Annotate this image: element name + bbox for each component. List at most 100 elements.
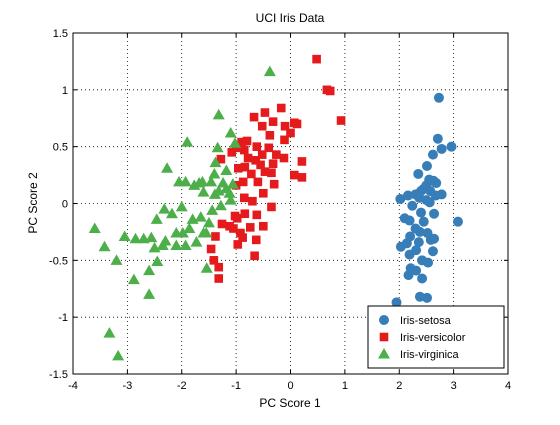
data-point bbox=[257, 150, 267, 159]
data-point bbox=[220, 164, 233, 176]
data-point bbox=[205, 175, 218, 187]
data-point bbox=[413, 237, 424, 248]
data-point bbox=[424, 197, 435, 208]
data-point bbox=[427, 246, 438, 257]
data-point bbox=[229, 137, 242, 148]
y-axis-label: PC Score 2 bbox=[26, 172, 40, 234]
data-point bbox=[98, 240, 111, 252]
data-point bbox=[436, 189, 447, 200]
data-point bbox=[250, 251, 259, 261]
data-point bbox=[188, 179, 201, 190]
data-point bbox=[292, 119, 302, 129]
data-point bbox=[237, 137, 246, 147]
data-point bbox=[190, 236, 203, 247]
data-point bbox=[227, 148, 237, 157]
x-tick-label: 1 bbox=[342, 380, 348, 392]
data-point bbox=[268, 117, 278, 126]
data-point bbox=[211, 141, 224, 153]
data-point bbox=[229, 224, 238, 233]
series-iris-setosa bbox=[391, 92, 463, 308]
data-point bbox=[234, 163, 243, 173]
data-point bbox=[325, 86, 335, 96]
data-point bbox=[224, 194, 237, 205]
data-point bbox=[280, 121, 290, 131]
data-point bbox=[211, 232, 220, 241]
legend-marker bbox=[379, 332, 389, 342]
legend: Iris-setosa Iris-versicolor Iris-virginica bbox=[367, 305, 505, 369]
data-point bbox=[431, 178, 442, 189]
data-point bbox=[208, 188, 221, 199]
data-points bbox=[88, 54, 463, 361]
data-point bbox=[112, 349, 125, 361]
data-point bbox=[312, 54, 321, 64]
data-point bbox=[249, 112, 259, 122]
data-point bbox=[247, 169, 256, 179]
y-tick-label: -1.5 bbox=[49, 369, 68, 381]
data-point bbox=[395, 193, 406, 204]
data-point bbox=[269, 179, 279, 189]
data-point bbox=[223, 187, 236, 198]
data-point bbox=[231, 143, 241, 153]
data-point bbox=[272, 150, 281, 159]
data-point bbox=[423, 257, 434, 268]
y-tick-label: 1.5 bbox=[53, 28, 68, 40]
data-point bbox=[233, 240, 243, 249]
x-tick-label: -2 bbox=[177, 380, 187, 392]
data-point bbox=[217, 219, 227, 229]
data-point bbox=[268, 159, 278, 169]
data-point bbox=[88, 222, 101, 234]
data-point bbox=[183, 222, 196, 234]
data-point bbox=[242, 136, 252, 146]
data-point bbox=[165, 207, 178, 219]
y-tick-label: -0.5 bbox=[49, 255, 68, 267]
data-point bbox=[143, 264, 156, 276]
data-point bbox=[427, 149, 438, 160]
data-point bbox=[276, 103, 286, 113]
data-point bbox=[148, 241, 161, 253]
x-tick-label: -4 bbox=[68, 380, 78, 392]
data-point bbox=[170, 239, 183, 251]
data-point bbox=[286, 128, 295, 138]
data-point bbox=[404, 249, 415, 260]
data-point bbox=[158, 203, 171, 214]
data-point bbox=[150, 213, 163, 224]
data-point bbox=[417, 273, 428, 284]
data-point bbox=[267, 202, 276, 212]
data-point bbox=[429, 208, 440, 219]
data-point bbox=[297, 157, 307, 166]
data-point bbox=[432, 133, 443, 144]
data-point bbox=[452, 216, 463, 227]
y-tick-label: 1 bbox=[62, 85, 68, 97]
data-point bbox=[103, 327, 116, 338]
data-point bbox=[290, 170, 299, 180]
data-point bbox=[216, 154, 226, 164]
data-point bbox=[238, 177, 248, 187]
data-point bbox=[336, 116, 346, 125]
data-point bbox=[232, 213, 242, 223]
data-point bbox=[252, 142, 262, 151]
legend-box bbox=[367, 305, 505, 369]
data-point bbox=[224, 127, 237, 138]
data-point bbox=[161, 162, 174, 173]
data-point bbox=[206, 244, 216, 254]
data-point bbox=[226, 178, 239, 189]
data-point bbox=[209, 156, 222, 168]
data-point bbox=[259, 221, 268, 231]
data-point bbox=[214, 262, 224, 272]
legend-label: Iris-virginica bbox=[400, 349, 460, 361]
data-point bbox=[260, 108, 270, 117]
data-point bbox=[421, 292, 432, 303]
data-point bbox=[202, 216, 215, 228]
data-point bbox=[170, 227, 183, 238]
data-point bbox=[240, 209, 250, 219]
data-point bbox=[257, 121, 267, 131]
data-point bbox=[118, 230, 131, 241]
data-point bbox=[196, 175, 209, 187]
y-tick-label: -1 bbox=[58, 312, 68, 324]
axis-ticks: -4 -3 -2 -1 0 1 2 3 4 -1.5 -1 -0.5 0 0.5 1 1.5 bbox=[49, 28, 511, 392]
data-point bbox=[197, 227, 210, 238]
data-point bbox=[194, 211, 207, 222]
data-point bbox=[402, 190, 413, 201]
data-point bbox=[186, 213, 199, 224]
data-point bbox=[214, 274, 224, 283]
